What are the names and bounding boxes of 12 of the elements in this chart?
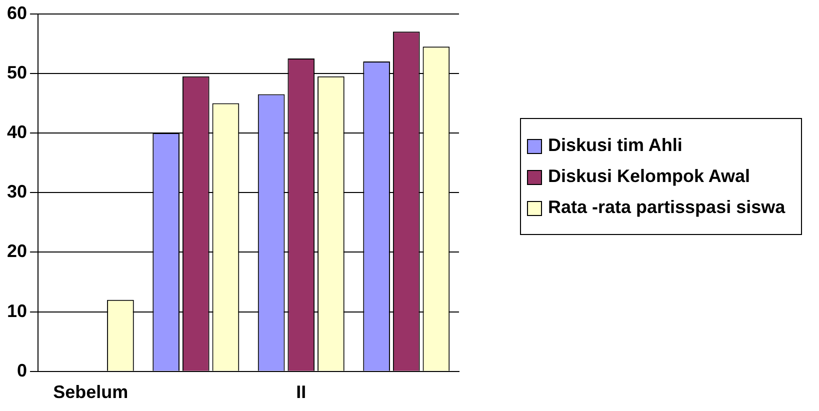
y-tick-label: 20 <box>6 241 28 262</box>
legend-label: Diskusi tim Ahli <box>548 135 682 156</box>
y-tick-label: 60 <box>6 2 28 23</box>
legend-label: Diskusi Kelompok Awal <box>548 166 750 187</box>
y-tick-label: 40 <box>6 122 28 142</box>
x-tick-label: Sebelum <box>53 382 128 402</box>
y-tick-label: 30 <box>6 182 28 202</box>
legend-label: Rata -rata partisspasi siswa <box>548 197 786 218</box>
x-tick-label: II <box>296 382 306 402</box>
y-tick-label: 50 <box>6 62 28 82</box>
y-tick-label: 10 <box>6 300 28 321</box>
y-tick-label: 0 <box>17 360 28 380</box>
